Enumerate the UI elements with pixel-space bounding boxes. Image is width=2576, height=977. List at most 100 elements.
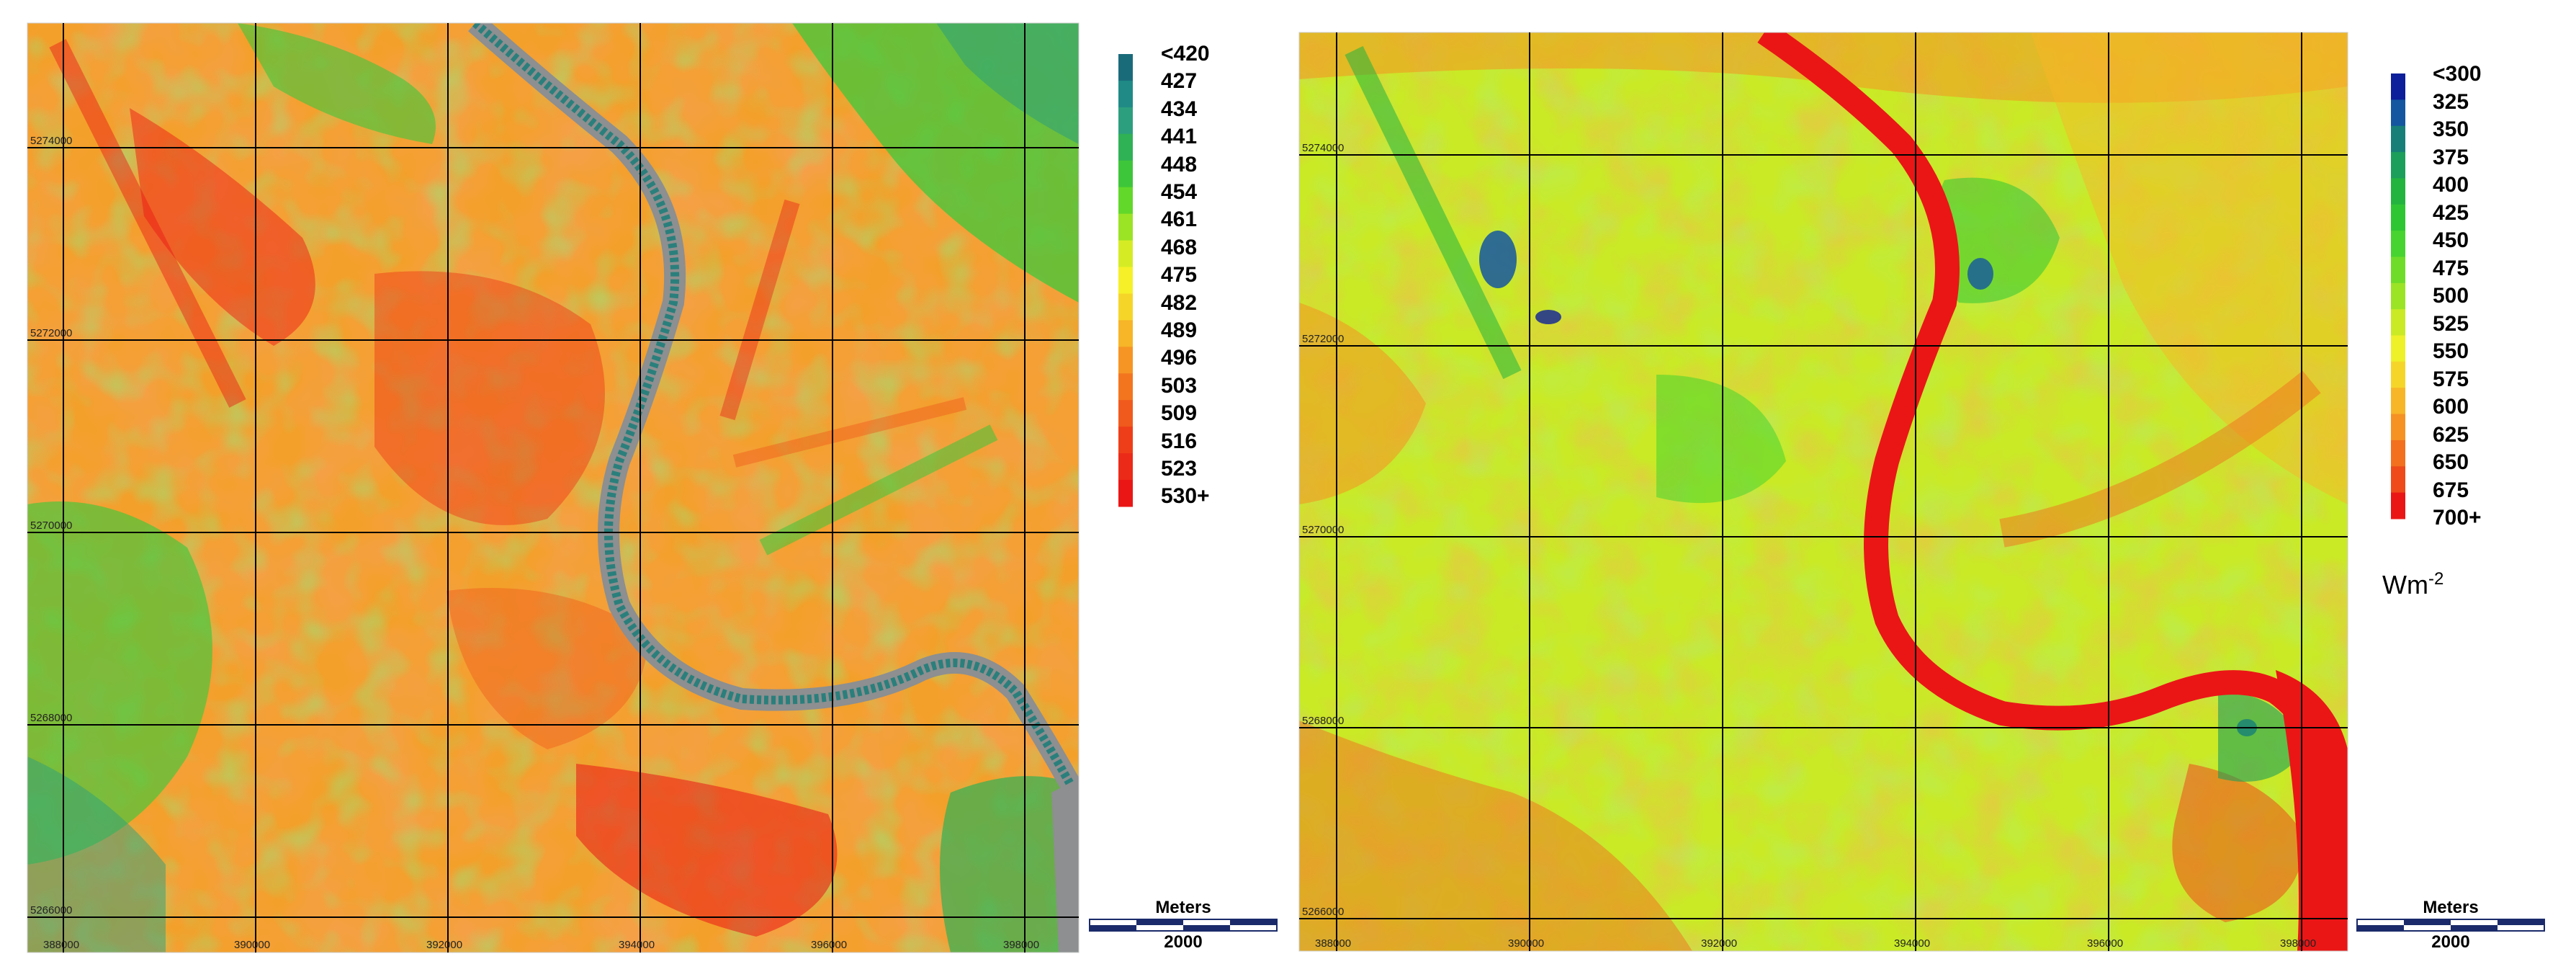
legend-color-swatch	[1118, 347, 1133, 374]
map-2-x-label: 392000	[1701, 937, 1737, 950]
legend-color-swatch	[2391, 152, 2405, 179]
map-2-legend-colorbar	[2391, 73, 2405, 519]
legend-color-swatch	[2391, 414, 2405, 441]
legend-label: 600	[2433, 395, 2469, 419]
map-2-x-label: 394000	[1894, 937, 1930, 950]
map-2-y-label: 5272000	[1302, 333, 1344, 345]
map-2-y-label: 5274000	[1302, 142, 1344, 154]
map-1-raster	[27, 23, 1079, 953]
map-1-y-label: 5270000	[30, 519, 72, 532]
legend-color-swatch	[1118, 213, 1133, 241]
map-2-x-label: 390000	[1508, 937, 1544, 950]
map-1-y-label: 5272000	[30, 327, 72, 339]
map-1-x-label: 392000	[426, 939, 462, 951]
legend-color-swatch	[2391, 231, 2405, 257]
legend-color-swatch	[1118, 320, 1133, 347]
map-1-scalebar-title: Meters	[1155, 898, 1211, 917]
legend-color-swatch	[2391, 466, 2405, 494]
map-2-x-label: 398000	[2280, 937, 2316, 950]
legend-label: 523	[1161, 457, 1198, 481]
map-2-gridlines	[1299, 32, 2348, 951]
map-1-x-label: 396000	[811, 939, 847, 951]
legend-color-swatch	[1118, 54, 1133, 81]
legend-color-swatch	[1118, 480, 1133, 507]
legend-color-swatch	[2391, 335, 2405, 362]
legend-color-swatch	[1118, 240, 1133, 268]
map-2-grid-labels: 388000 390000 392000 394000 396000 39800…	[1302, 142, 2316, 950]
legend-label: 468	[1161, 235, 1198, 259]
legend-color-swatch	[1118, 267, 1133, 294]
map-1-scalebar-graphic	[1089, 919, 1278, 932]
legend-color-swatch	[2391, 388, 2405, 415]
map-1-y-label: 5268000	[30, 712, 72, 724]
legend-color-swatch	[1118, 400, 1133, 427]
legend-label: <420	[1161, 42, 1210, 66]
legend-color-swatch	[2391, 256, 2405, 284]
legend-label: 489	[1161, 318, 1198, 342]
legend-label: <300	[2433, 62, 2482, 86]
legend-color-swatch	[1118, 453, 1133, 481]
map-2-raster	[1299, 32, 2348, 951]
map-1-frame	[27, 22, 1080, 953]
legend-color-swatch	[2391, 282, 2405, 310]
map-2-y-label: 5268000	[1302, 715, 1344, 727]
legend-label: 525	[2433, 311, 2469, 336]
legend-label: 575	[2433, 367, 2469, 391]
legend-label: 500	[2433, 284, 2469, 308]
map-1-y-label: 5266000	[30, 904, 72, 916]
legend-label: 425	[2433, 200, 2469, 225]
legend-color-swatch	[2391, 125, 2405, 153]
legend-label: 454	[1161, 180, 1198, 204]
legend-label: 503	[1161, 373, 1198, 398]
legend-label: 427	[1161, 69, 1198, 94]
map-1-grid-labels: 388000 390000 392000 394000 396000 39800…	[30, 135, 1039, 951]
map-2-scalebar: Meters 2000	[2356, 898, 2545, 952]
legend-label: 325	[2433, 89, 2469, 114]
legend-color-swatch	[2391, 204, 2405, 231]
legend-label: 475	[2433, 256, 2469, 280]
map-1-x-label: 388000	[43, 939, 79, 951]
legend-color-swatch	[1118, 133, 1133, 161]
legend-color-swatch	[2391, 73, 2405, 100]
map-2-x-label: 388000	[1315, 937, 1351, 950]
legend-label: 482	[1161, 290, 1198, 315]
legend-label: 700+	[2433, 506, 2482, 530]
map-2-y-label: 5270000	[1302, 524, 1344, 536]
legend-color-swatch	[1118, 187, 1133, 215]
legend-color-swatch	[2391, 492, 2405, 519]
legend-color-swatch	[2391, 309, 2405, 336]
map-1-legend-colorbar	[1118, 54, 1133, 507]
legend-label: 625	[2433, 422, 2469, 447]
legend-label: 516	[1161, 429, 1198, 453]
legend-label: 441	[1161, 125, 1198, 149]
map-2-x-label: 396000	[2087, 937, 2123, 950]
legend-color-swatch	[2391, 178, 2405, 205]
legend-color-swatch	[2391, 361, 2405, 388]
legend-label: 496	[1161, 346, 1198, 370]
legend-label: 461	[1161, 208, 1198, 232]
map-1-scalebar-value: 2000	[1164, 932, 1203, 952]
map-1-scalebar: Meters 2000	[1089, 898, 1278, 952]
map-2-scalebar-title: Meters	[2423, 898, 2479, 917]
legend-label: 475	[1161, 263, 1198, 287]
legend-label: 400	[2433, 173, 2469, 197]
map-2-frame	[1298, 32, 2348, 952]
legend-label: 350	[2433, 117, 2469, 141]
legend-color-swatch	[2391, 99, 2405, 127]
legend-label: 434	[1161, 97, 1198, 121]
legend-color-swatch	[2391, 440, 2405, 467]
legend-color-swatch	[1118, 160, 1133, 188]
legend-color-swatch	[1118, 107, 1133, 135]
map-2-units-label: Wm-2	[2382, 569, 2444, 599]
legend-color-swatch	[1118, 80, 1133, 108]
legend-color-swatch	[1118, 373, 1133, 401]
legend-color-swatch	[1118, 293, 1133, 321]
map-1-gridlines	[27, 23, 1079, 953]
legend-label: 530+	[1161, 484, 1210, 509]
legend-label: 448	[1161, 152, 1198, 177]
map-1-x-label: 390000	[234, 939, 270, 951]
map-1-x-label: 394000	[619, 939, 655, 951]
map-1-y-label: 5274000	[30, 135, 72, 147]
legend-label: 375	[2433, 145, 2469, 169]
